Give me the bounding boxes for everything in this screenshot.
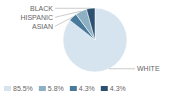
annotation: WHITE (137, 65, 160, 72)
leader-line (55, 17, 73, 26)
pie-slice (86, 8, 95, 40)
annotation: BLACK (30, 5, 53, 12)
legend-swatch (101, 86, 108, 91)
legend-label: 5.8% (48, 85, 64, 92)
legend-swatch (4, 86, 11, 91)
pie (63, 8, 127, 72)
annotations: WHITE ASIAN HISPANIC BLACK (20, 5, 159, 72)
leader-line (55, 11, 81, 17)
annotation: HISPANIC (20, 14, 53, 21)
pie-slice (63, 8, 127, 72)
legend-label: 85.5% (13, 85, 33, 92)
legend: 85.5% 5.8% 4.3% 4.3% (4, 85, 126, 92)
leader-line (109, 68, 135, 69)
legend-label: 4.3% (79, 85, 95, 92)
legend-swatch (39, 86, 46, 91)
chart: WHITE ASIAN HISPANIC BLACK 85.5% 5.8% 4.3% 4.3% (0, 0, 185, 96)
legend-swatch (70, 86, 77, 91)
annotation: ASIAN (32, 23, 53, 30)
legend-label: 4.3% (110, 85, 126, 92)
leader-line (55, 8, 91, 9)
